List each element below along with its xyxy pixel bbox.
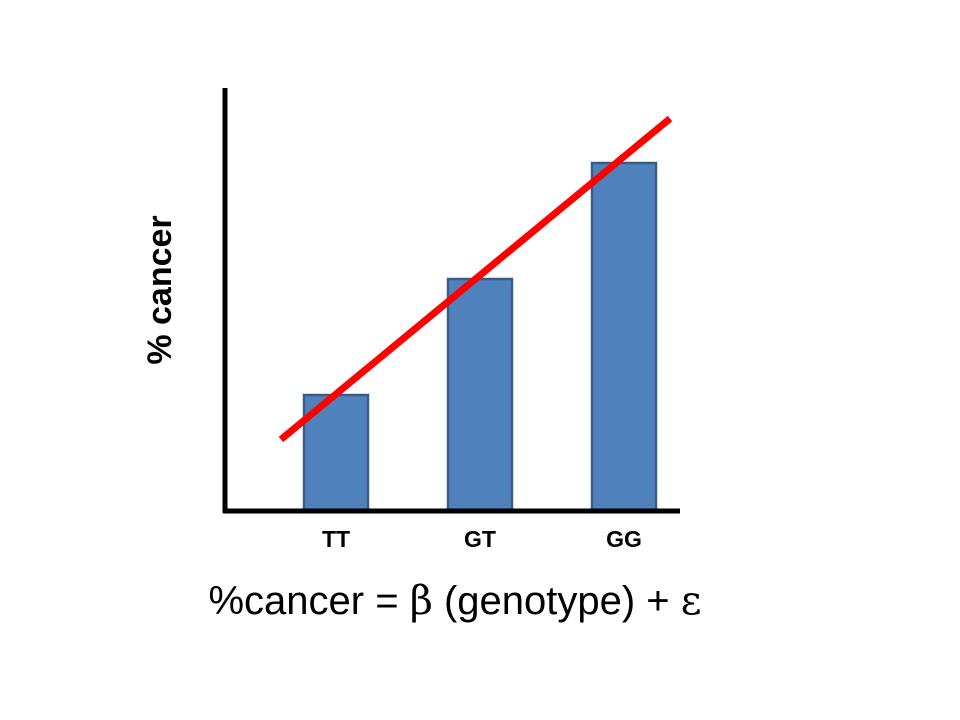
epsilon-symbol: ε	[680, 578, 702, 624]
beta-symbol: β	[409, 578, 433, 624]
equation-lhs: %cancer =	[208, 579, 410, 623]
regression-equation: %cancer = β (genotype) + ε	[0, 578, 910, 624]
tick-label-tt: TT	[322, 526, 350, 552]
bar-gt	[446, 277, 514, 513]
bar-gg	[590, 161, 658, 513]
equation-middle: (genotype) +	[432, 579, 681, 623]
tick-label-gg: GG	[606, 526, 642, 552]
bars-layer	[302, 161, 658, 513]
tick-label-gt: GT	[464, 526, 496, 552]
y-axis-label: % cancer	[141, 215, 179, 364]
trend-line	[278, 115, 673, 443]
tick-labels: TT GT GG	[322, 526, 642, 552]
